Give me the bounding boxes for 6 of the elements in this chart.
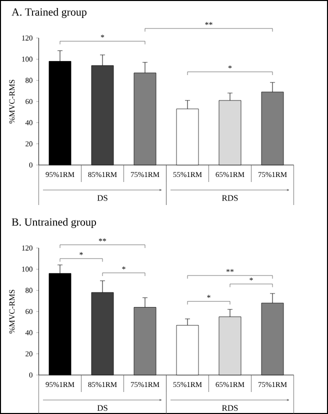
chart-title: A. Trained group xyxy=(12,8,86,18)
chart-title: B. Untrained group xyxy=(12,218,96,228)
text: RDS xyxy=(222,405,238,411)
text: DS xyxy=(97,195,108,201)
text: RDS xyxy=(222,195,238,201)
text: DS xyxy=(97,405,108,411)
